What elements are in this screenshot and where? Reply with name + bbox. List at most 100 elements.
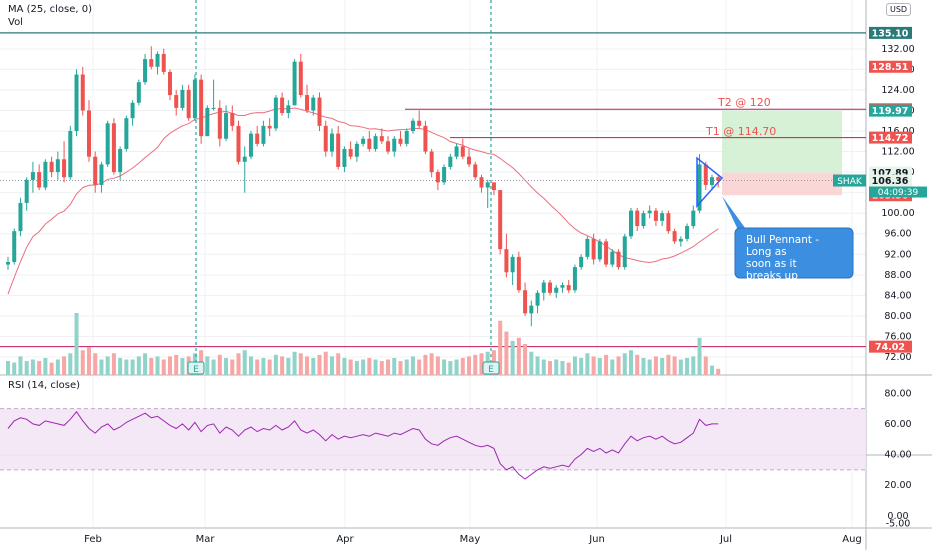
rsi-tick-label: -5.00 [886, 518, 911, 529]
volume-bar [286, 357, 291, 375]
candle [709, 174, 714, 191]
candle-body [192, 79, 197, 119]
candle-body [286, 105, 291, 114]
candle [597, 238, 602, 262]
candle-body [498, 190, 503, 250]
price-tick-label: 88.00 [884, 270, 911, 281]
candle-body [691, 210, 696, 227]
volume-bar [448, 361, 453, 375]
vol-study-label[interactable]: Vol [8, 17, 23, 28]
currency-badge[interactable]: USD [886, 3, 912, 16]
volume-bar [124, 359, 129, 375]
candle [467, 148, 472, 167]
volume-bar [566, 362, 571, 375]
candle [423, 120, 428, 155]
candle [80, 66, 85, 116]
rsi-study-label[interactable]: RSI (14, close) [8, 380, 81, 391]
time-label: Feb [84, 534, 102, 545]
volume-bar [691, 356, 696, 375]
volume-bar [12, 362, 17, 375]
volume-bar [242, 350, 247, 375]
volume-bar [610, 359, 615, 375]
candle [49, 156, 54, 178]
volume-bar [560, 361, 565, 375]
volume-bar [43, 357, 48, 375]
candle-body [180, 89, 185, 108]
candle [504, 233, 509, 278]
volume-bar [18, 356, 23, 375]
candle [12, 228, 17, 265]
candle-body [435, 172, 440, 183]
candle [629, 208, 633, 239]
candle-body [354, 143, 359, 157]
volume-bar [548, 361, 553, 375]
candle-body [417, 120, 422, 126]
candle [230, 105, 235, 132]
candle [273, 95, 278, 132]
candle [186, 84, 191, 121]
candle-body [136, 82, 141, 103]
volume-bar [666, 354, 671, 375]
candle [99, 161, 104, 193]
candle-body [572, 267, 577, 291]
earnings-marker: E [482, 361, 500, 375]
candle-body [149, 59, 154, 67]
candle [510, 254, 515, 286]
candle-body [118, 148, 123, 173]
candle [62, 141, 67, 183]
volume-bar [660, 357, 665, 375]
candle [379, 128, 384, 144]
candle [417, 110, 422, 129]
candle-body [18, 202, 23, 232]
candle-body [230, 113, 235, 126]
candle-body [597, 241, 602, 260]
price-tick-label: 124.00 [881, 85, 914, 96]
candle-body [124, 118, 129, 149]
volume-bar [629, 350, 633, 375]
volume-bar [417, 359, 422, 375]
callout-box[interactable]: Bull Pennant - Long as soon as it breaks… [722, 196, 854, 282]
volume-bar [367, 357, 372, 375]
volume-bar [211, 359, 216, 375]
candle [155, 51, 160, 75]
candle-body [485, 182, 490, 188]
candle [118, 146, 123, 180]
price-label-text: 74.02 [875, 342, 905, 353]
candle-body [105, 123, 110, 165]
candle-body [130, 102, 135, 119]
candle [653, 208, 658, 227]
price-label-text: 128.51 [872, 62, 909, 73]
candle [442, 164, 447, 185]
ma-study-label[interactable]: MA (25, close, 0) [8, 4, 93, 15]
candle [429, 148, 434, 178]
volume-bar [541, 359, 546, 375]
candle [149, 46, 154, 70]
symbol-tag: SHAK [833, 174, 866, 187]
candle [685, 223, 690, 242]
volume-bar [161, 359, 166, 375]
candle-body [535, 292, 540, 306]
candle [541, 279, 546, 301]
volume-bar [516, 337, 521, 375]
symbol-tag-bg [833, 174, 866, 187]
candle [691, 205, 696, 229]
candle [267, 118, 272, 137]
volume-bar [635, 354, 640, 375]
candle [354, 141, 359, 162]
candle [585, 236, 590, 260]
volume-bar [205, 356, 210, 375]
candle [317, 92, 322, 132]
candle-body [510, 256, 515, 273]
volume-bar [80, 350, 85, 375]
volume-bar [93, 353, 98, 375]
candle [535, 290, 540, 314]
candle [336, 125, 341, 170]
candle [280, 92, 285, 116]
price-label: 119.97 [869, 104, 912, 117]
volume-bar [510, 340, 515, 375]
candle-body [199, 79, 204, 137]
volume-bar [298, 353, 303, 375]
candle-body [685, 226, 690, 239]
candle-body [68, 131, 73, 178]
